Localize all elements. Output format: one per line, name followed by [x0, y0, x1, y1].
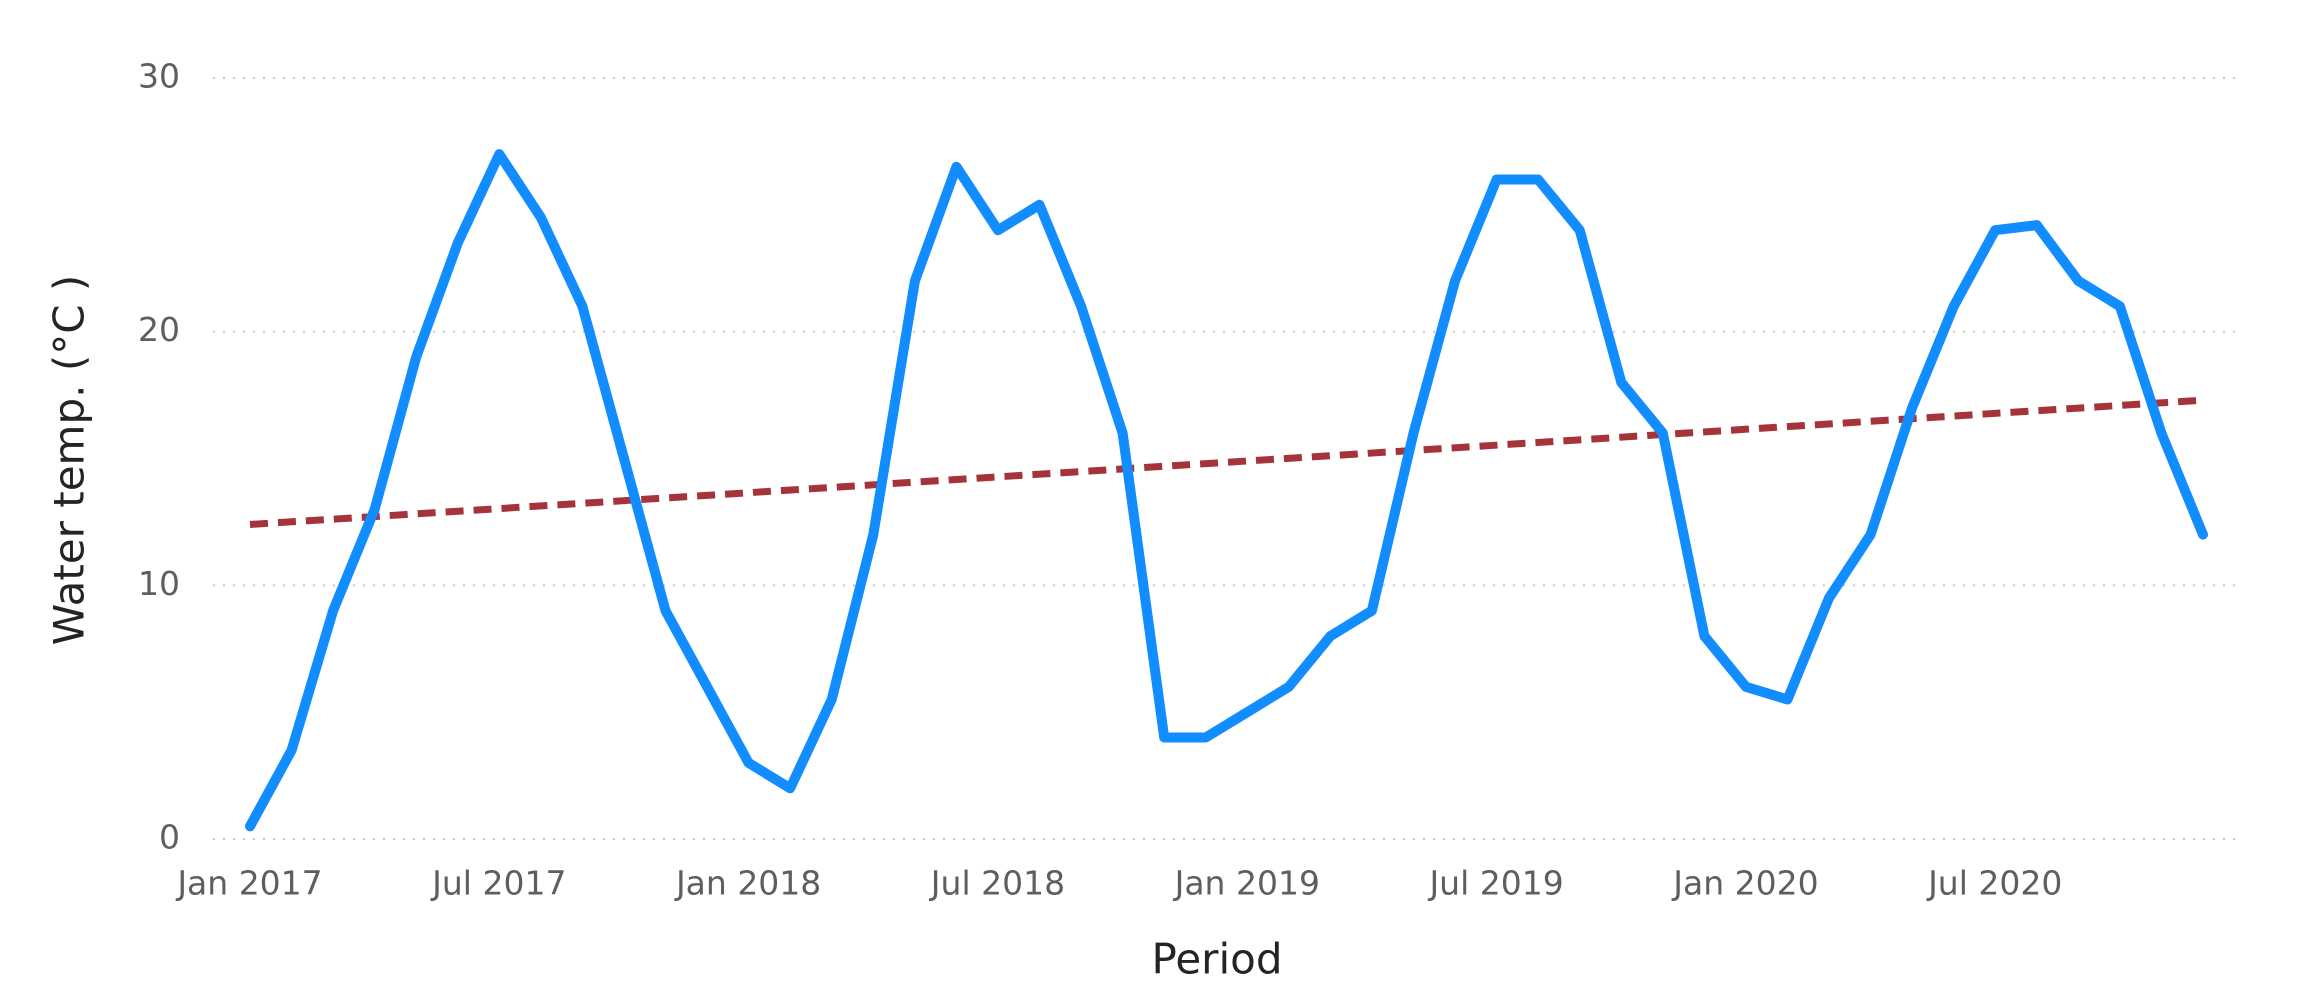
y-tick-label: 30 — [138, 57, 180, 96]
data-line — [245, 149, 2208, 832]
x-tick-label: Jul 2017 — [430, 864, 566, 903]
x-tick-label: Jan 2018 — [674, 864, 821, 903]
x-tick-label: Jan 2019 — [1173, 864, 1320, 903]
x-tick-label: Jul 2020 — [1926, 864, 2062, 903]
x-axis-title: Period — [1152, 935, 1283, 984]
y-tick-label: 10 — [138, 564, 180, 603]
x-tick-label: Jan 2020 — [1671, 864, 1818, 903]
y-axis-title: Water temp. (°C ) — [45, 275, 94, 646]
trend-line — [249, 396, 2204, 528]
y-tick-label: 20 — [138, 310, 180, 349]
x-tick-label: Jan 2017 — [175, 864, 322, 903]
y-tick-label: 0 — [159, 818, 180, 857]
x-tick-label: Jul 2019 — [1427, 864, 1563, 903]
x-tick-label: Jul 2018 — [929, 864, 1065, 903]
